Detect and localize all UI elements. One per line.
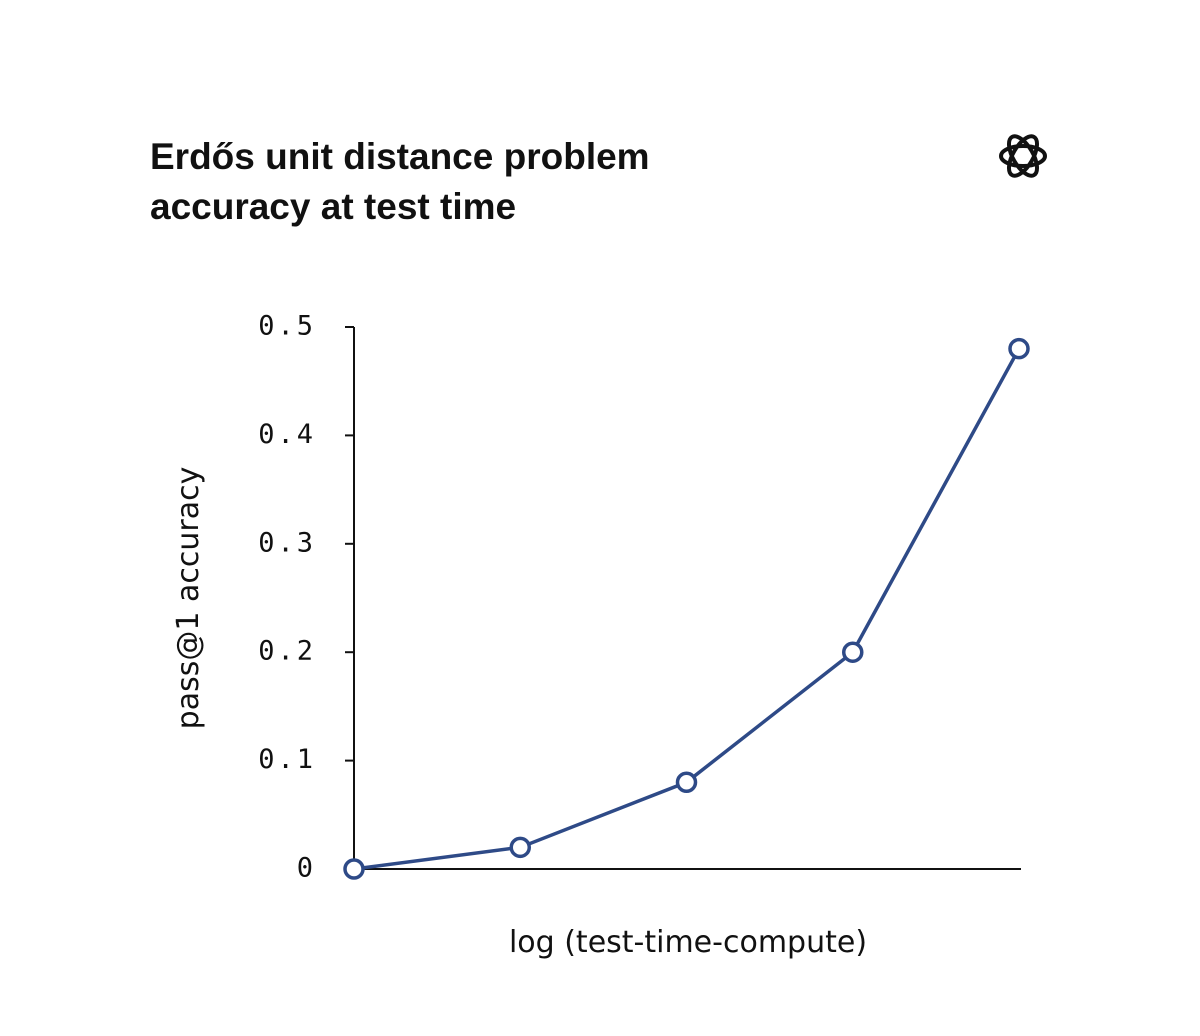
marker xyxy=(509,836,531,859)
y-tick-label: 0.1 xyxy=(258,744,316,775)
chart-title: Erdős unit distance problem xyxy=(150,136,650,177)
y-tick-label: 0 xyxy=(297,853,316,884)
marker xyxy=(1008,337,1030,360)
logo xyxy=(999,134,1047,178)
marker xyxy=(343,858,365,880)
marker xyxy=(842,641,864,663)
y-axis-label: pass@1 accuracy xyxy=(171,467,206,730)
marker xyxy=(675,771,698,794)
y-tick-label: 0.5 xyxy=(258,311,316,342)
chart-title: accuracy at test time xyxy=(150,186,516,227)
y-tick-label: 0.2 xyxy=(258,636,316,667)
y-tick-label: 0.3 xyxy=(258,527,316,558)
x-axis-label: log (test-time-compute) xyxy=(509,925,867,960)
y-tick-label: 0.4 xyxy=(258,419,316,450)
